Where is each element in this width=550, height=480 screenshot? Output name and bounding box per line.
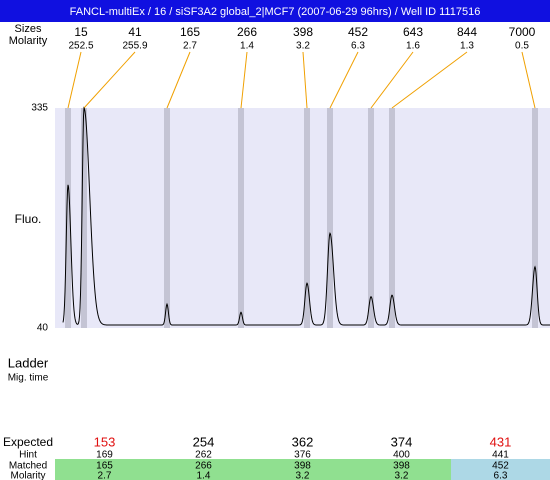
expected-value: 153 [94, 434, 116, 449]
peak-molarity: 252.5 [68, 41, 93, 52]
molarity-value: 6.3 [494, 471, 508, 480]
expected-value: 431 [490, 434, 512, 449]
peak-molarity: 1.4 [240, 41, 254, 52]
molarity-value: 1.4 [197, 471, 211, 480]
matched-row-bg [352, 459, 451, 480]
peak-band [238, 108, 244, 328]
peak-molarity: 0.5 [515, 41, 529, 52]
peak-size: 7000 [509, 25, 536, 39]
molarity-value: 3.2 [296, 471, 310, 480]
matched-value: 398 [393, 461, 410, 472]
molarity-value: 2.7 [98, 471, 112, 480]
peak-molarity: 1.6 [406, 41, 420, 52]
peak-connector [240, 51, 248, 109]
matched-row-bg [253, 459, 352, 480]
peak-connector [67, 51, 82, 109]
peak-band [389, 108, 395, 328]
peak-size: 643 [403, 25, 423, 39]
hint-label: Hint [19, 450, 37, 461]
peak-molarity: 2.7 [183, 41, 197, 52]
molarity-label: Molarity [9, 35, 48, 47]
matched-label: Matched [9, 461, 47, 472]
peak-connector [521, 51, 536, 109]
sizes-label: Sizes [15, 23, 42, 35]
peak-band [65, 108, 71, 328]
peak-size: 15 [74, 25, 88, 39]
peak-band [532, 108, 538, 328]
molarity-value: 3.2 [395, 471, 409, 480]
expected-value: 254 [193, 434, 215, 449]
ladder-label: Ladder [8, 355, 49, 370]
peak-size: 398 [293, 25, 313, 39]
matched-row-bg [451, 459, 550, 480]
mig-time-label: Mig. time [8, 373, 49, 384]
peak-molarity: 1.3 [460, 41, 474, 52]
y-tick-label: 335 [31, 103, 48, 114]
hint-value: 441 [492, 450, 509, 461]
peak-size: 266 [237, 25, 257, 39]
peak-size: 41 [128, 25, 142, 39]
hint-value: 376 [294, 450, 311, 461]
peak-connector [329, 51, 359, 109]
matched-value: 452 [492, 461, 509, 472]
peak-connector [166, 51, 191, 109]
peak-band [368, 108, 374, 328]
expected-value: 362 [292, 434, 314, 449]
expected-value: 374 [391, 434, 413, 449]
matched-row-bg [55, 459, 154, 480]
y-tick-label: 40 [37, 323, 49, 334]
peak-connector [391, 51, 468, 109]
peak-band [327, 108, 333, 328]
header-bar [0, 0, 550, 22]
peak-molarity: 255.9 [122, 41, 147, 52]
peak-molarity: 6.3 [351, 41, 365, 52]
peak-connector [83, 51, 136, 109]
y-axis-label: Fluo. [15, 212, 42, 226]
peak-size: 165 [180, 25, 200, 39]
peak-molarity: 3.2 [296, 41, 310, 52]
matched-value: 266 [195, 461, 212, 472]
fluorescence-trace [62, 106, 550, 326]
peak-size: 844 [457, 25, 477, 39]
peak-connector [370, 51, 414, 109]
peak-band [81, 108, 87, 328]
matched-row-bg [154, 459, 253, 480]
hint-value: 262 [195, 450, 212, 461]
hint-value: 400 [393, 450, 410, 461]
hint-value: 169 [96, 450, 113, 461]
peak-band [304, 108, 310, 328]
matched-value: 398 [294, 461, 311, 472]
matched-value: 165 [96, 461, 113, 472]
plot-area [55, 108, 550, 328]
expected-label: Expected [3, 435, 53, 449]
table-molarity-label: Molarity [10, 471, 45, 480]
peak-size: 452 [348, 25, 368, 39]
header-title: FANCL-multiEx / 16 / siSF3A2 global_2|MC… [70, 6, 481, 18]
peak-band [164, 108, 170, 328]
peak-connector [302, 51, 308, 109]
